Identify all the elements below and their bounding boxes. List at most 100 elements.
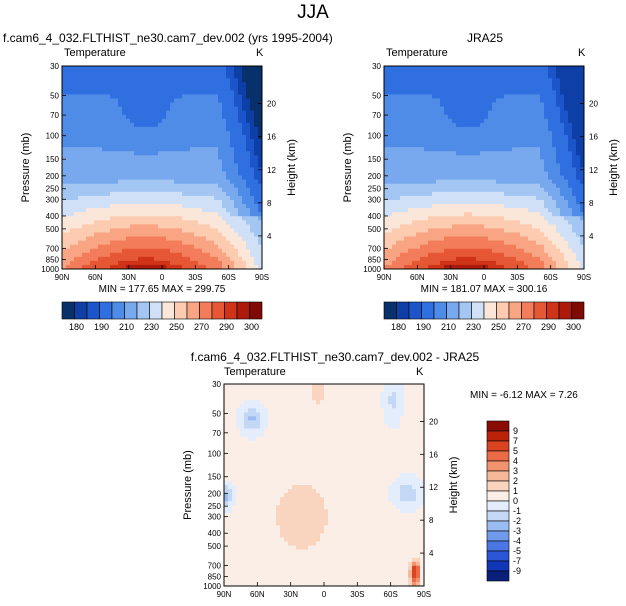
heatmap-cell xyxy=(484,159,489,164)
heatmap-cell xyxy=(94,199,99,205)
heatmap-cell xyxy=(384,179,389,185)
heatmap-cell xyxy=(134,208,139,213)
heatmap-cell xyxy=(86,171,91,177)
heatmap-cell xyxy=(198,130,203,136)
heatmap-cell xyxy=(186,74,191,79)
heatmap-cell xyxy=(130,199,135,205)
heatmap-cell xyxy=(480,252,485,258)
heatmap-cell xyxy=(122,102,127,107)
heatmap-cell xyxy=(178,220,183,225)
heatmap-cell xyxy=(484,187,489,193)
heatmap-cell xyxy=(572,86,577,91)
heatmap-cell xyxy=(82,82,87,87)
heatmap-cell xyxy=(150,252,155,258)
heatmap-cell xyxy=(90,74,95,79)
heatmap-cell xyxy=(242,139,247,144)
heatmap-cell xyxy=(492,248,497,254)
heatmap-cell xyxy=(82,90,87,95)
heatmap-cell xyxy=(564,216,569,221)
heatmap-cell xyxy=(218,130,223,136)
heatmap-cell xyxy=(222,135,227,140)
heatmap-cell xyxy=(444,199,449,205)
heatmap-cell xyxy=(452,122,457,128)
heatmap-cell xyxy=(142,179,147,185)
heatmap-cell xyxy=(182,66,187,71)
heatmap-cell xyxy=(258,94,263,99)
heatmap-cell xyxy=(540,179,545,185)
heatmap-cell xyxy=(78,66,83,71)
heatmap-cell xyxy=(528,102,533,107)
heatmap-cell xyxy=(496,102,501,107)
heatmap-cell xyxy=(166,155,171,160)
heatmap-cell xyxy=(94,126,99,132)
heatmap-cell xyxy=(78,236,83,241)
heatmap-cell xyxy=(170,167,175,172)
heatmap-cell xyxy=(544,66,549,71)
heatmap-cell xyxy=(146,256,151,262)
heatmap-cell xyxy=(544,118,549,124)
heatmap-cell xyxy=(158,147,163,152)
heatmap-cell xyxy=(516,171,521,177)
heatmap-cell xyxy=(198,228,203,233)
heatmap-cell xyxy=(456,204,461,209)
heatmap-cell xyxy=(396,212,401,217)
heatmap-cell xyxy=(464,159,469,164)
heatmap-cell xyxy=(572,66,577,71)
heatmap-cell xyxy=(464,122,469,128)
heatmap-cell xyxy=(182,228,187,233)
heatmap-cell xyxy=(544,204,549,209)
heatmap-cell xyxy=(222,199,227,205)
heatmap-cell xyxy=(186,126,191,132)
heatmap-cell xyxy=(448,66,453,71)
heatmap-cell xyxy=(70,86,75,91)
heatmap-cell xyxy=(556,135,561,140)
heatmap-cell xyxy=(214,252,219,258)
heatmap-cell xyxy=(520,70,525,75)
heatmap-cell xyxy=(464,204,469,209)
heatmap-cell xyxy=(154,82,159,87)
heatmap-cell xyxy=(468,86,473,91)
heatmap-cell xyxy=(250,102,255,107)
heatmap-cell xyxy=(412,106,417,112)
heatmap-cell xyxy=(432,70,437,75)
heatmap-cell xyxy=(436,139,441,144)
heatmap-cell xyxy=(246,130,251,136)
heatmap-cell xyxy=(186,252,191,258)
heatmap-cell xyxy=(464,240,469,246)
heatmap-cell xyxy=(214,224,219,229)
heatmap-cell xyxy=(102,252,107,258)
heatmap-cell xyxy=(448,126,453,132)
heatmap-cell xyxy=(70,70,75,75)
heatmap-cell xyxy=(198,74,203,79)
heatmap-cell xyxy=(540,191,545,197)
heatmap-cell xyxy=(250,256,255,262)
heatmap-cell xyxy=(512,216,517,221)
heatmap-cell xyxy=(492,240,497,246)
heatmap-cell xyxy=(126,66,131,71)
heatmap-cell xyxy=(436,122,441,128)
heatmap-cell xyxy=(524,139,529,144)
heatmap-cell xyxy=(182,256,187,262)
heatmap-cell xyxy=(400,139,405,144)
heatmap-cell xyxy=(170,143,175,148)
heatmap-cell xyxy=(174,264,179,270)
heatmap-cell xyxy=(424,228,429,233)
heatmap-cell xyxy=(82,126,87,132)
y-tick-label: 300 xyxy=(46,195,60,204)
heatmap-cell xyxy=(488,248,493,254)
heatmap-cell xyxy=(552,155,557,160)
heatmap-cell xyxy=(532,199,537,205)
heatmap-cell xyxy=(102,66,107,71)
heatmap-cell xyxy=(548,74,553,79)
heatmap-cell xyxy=(62,82,67,87)
heatmap-cell xyxy=(388,110,393,116)
heatmap-cell xyxy=(234,179,239,185)
heatmap-cell xyxy=(432,248,437,254)
heatmap-cell xyxy=(178,135,183,140)
heatmap-cell xyxy=(440,183,445,189)
heatmap-cell xyxy=(472,256,477,262)
heatmap-cell xyxy=(250,232,255,237)
heatmap-cell xyxy=(548,195,553,201)
heatmap-cell xyxy=(94,151,99,156)
heatmap-cell xyxy=(146,118,151,124)
